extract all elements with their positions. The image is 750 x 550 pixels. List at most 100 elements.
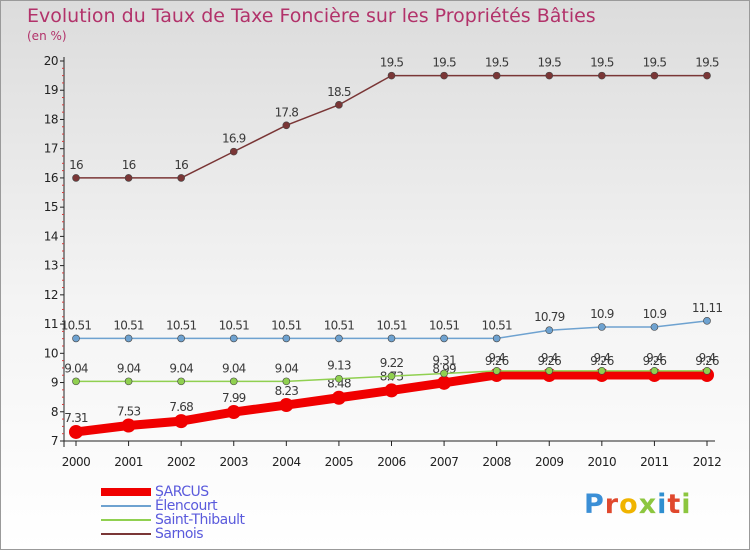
legend-item-sarnois[interactable]: Sarnois — [101, 526, 245, 542]
legend-item-elencourt[interactable]: Élencourt — [101, 498, 245, 514]
data-label: 19.5 — [695, 56, 719, 70]
y-tick-label: 13 — [44, 259, 58, 273]
data-label: 10.51 — [324, 318, 355, 332]
data-point — [72, 377, 80, 386]
data-point — [335, 334, 343, 343]
legend-item-saint-thibault[interactable]: Saint-Thibault — [101, 512, 245, 528]
data-point — [124, 334, 133, 343]
y-tick-label: 9 — [51, 376, 58, 390]
y-tick-label: 17 — [44, 142, 58, 156]
data-label: 9.04 — [275, 361, 299, 375]
data-label: 10.51 — [271, 318, 302, 332]
data-label: 19.5 — [485, 56, 509, 70]
data-point — [598, 323, 606, 331]
data-point — [229, 147, 238, 156]
data-point — [229, 334, 238, 343]
data-point — [177, 377, 185, 386]
data-label: 7.53 — [117, 405, 141, 419]
data-label: 9.26 — [643, 354, 667, 368]
logo-letter: r — [604, 489, 620, 520]
data-point — [598, 71, 606, 80]
data-point — [226, 405, 241, 420]
data-label: 10.51 — [166, 318, 197, 332]
x-tick-label: 2008 — [482, 455, 511, 469]
data-label: 17.8 — [275, 105, 299, 119]
series-line — [75, 74, 708, 179]
legend-swatch-saint-thibault — [101, 519, 151, 521]
y-tick-label: 11 — [44, 317, 58, 331]
data-point — [492, 334, 501, 343]
x-tick-label: 2001 — [114, 455, 143, 469]
logo-letter: t — [667, 489, 682, 520]
y-tick-label: 15 — [44, 200, 58, 214]
y-tick-label: 8 — [51, 405, 58, 419]
data-label: 11.11 — [692, 301, 723, 315]
y-tick-label: 16 — [44, 171, 58, 185]
data-point — [703, 317, 711, 325]
data-point — [387, 334, 396, 343]
x-tick-label: 2003 — [219, 455, 248, 469]
data-point — [335, 101, 343, 109]
data-point — [545, 71, 554, 80]
series-1: 10.51 10.51 10.51 10.51 10.51 10.51 10.51 10.51… — [61, 301, 723, 343]
y-tick-label: 20 — [44, 54, 58, 68]
x-tick-label: 2000 — [62, 455, 91, 469]
data-point — [598, 367, 606, 375]
data-label: 9.4 — [541, 351, 558, 365]
data-label: 10.9 — [590, 307, 614, 321]
x-tick-label: 2007 — [430, 455, 459, 469]
data-point — [279, 398, 294, 413]
data-label: 9.4 — [488, 351, 505, 365]
data-point — [177, 334, 185, 343]
data-point — [440, 334, 448, 343]
legend-item-sarcus[interactable]: SARCUS — [101, 484, 245, 500]
data-point — [282, 377, 291, 386]
data-label: 8.23 — [275, 384, 299, 398]
logo-letter: i — [681, 489, 692, 520]
x-tick-label: 2010 — [588, 455, 617, 469]
x-tick-label: 2009 — [535, 455, 564, 469]
data-label: 10.51 — [376, 318, 407, 332]
legend-label-sarnois: Sarnois — [155, 526, 204, 542]
data-label: 9.26 — [485, 354, 509, 368]
legend-label-saint-thibault: Saint-Thibault — [155, 512, 245, 528]
chart-title: Evolution du Taux de Taxe Foncière sur l… — [27, 5, 596, 27]
data-label: 9.26 — [537, 354, 561, 368]
data-label: 9.04 — [222, 361, 246, 375]
data-label: 16 — [69, 158, 83, 172]
data-point — [72, 174, 80, 182]
data-label: 9.4 — [646, 351, 663, 365]
x-tick-label: 2005 — [325, 455, 354, 469]
data-point — [492, 71, 501, 80]
legend: SARCUS Élencourt Saint-Thibault Sarnois — [101, 484, 245, 542]
data-label: 10.51 — [219, 318, 250, 332]
data-point — [335, 374, 343, 383]
data-label: 9.04 — [117, 361, 141, 375]
x-tick-label: 2006 — [377, 455, 406, 469]
data-label: 19.5 — [643, 56, 667, 70]
data-point — [72, 334, 80, 343]
data-point — [387, 372, 396, 380]
legend-label-elencourt: Élencourt — [155, 498, 218, 514]
data-point — [387, 71, 396, 80]
y-tick-label: 19 — [44, 83, 58, 97]
data-label: 10.51 — [61, 318, 92, 332]
data-point — [492, 367, 501, 375]
data-label: 19.5 — [590, 56, 614, 70]
data-label: 10.79 — [534, 310, 565, 324]
data-label: 10.51 — [429, 318, 460, 332]
data-label: 10.51 — [481, 318, 512, 332]
legend-swatch-elencourt — [101, 505, 151, 507]
data-point — [545, 326, 554, 335]
data-point — [229, 377, 238, 386]
data-label: 9.4 — [593, 351, 610, 365]
data-label: 9.22 — [380, 356, 404, 370]
proxiti-logo: Proxiti — [584, 489, 692, 520]
unit-label: (en %) — [27, 29, 67, 43]
data-point — [384, 383, 399, 398]
data-point — [545, 367, 554, 375]
series-2: 9.04 9.04 9.04 9.04 9.04 9.13 9.22 9.31 9.4 9.4 9.… — [64, 351, 716, 386]
data-point — [174, 414, 189, 429]
data-label: 9.26 — [695, 354, 719, 368]
